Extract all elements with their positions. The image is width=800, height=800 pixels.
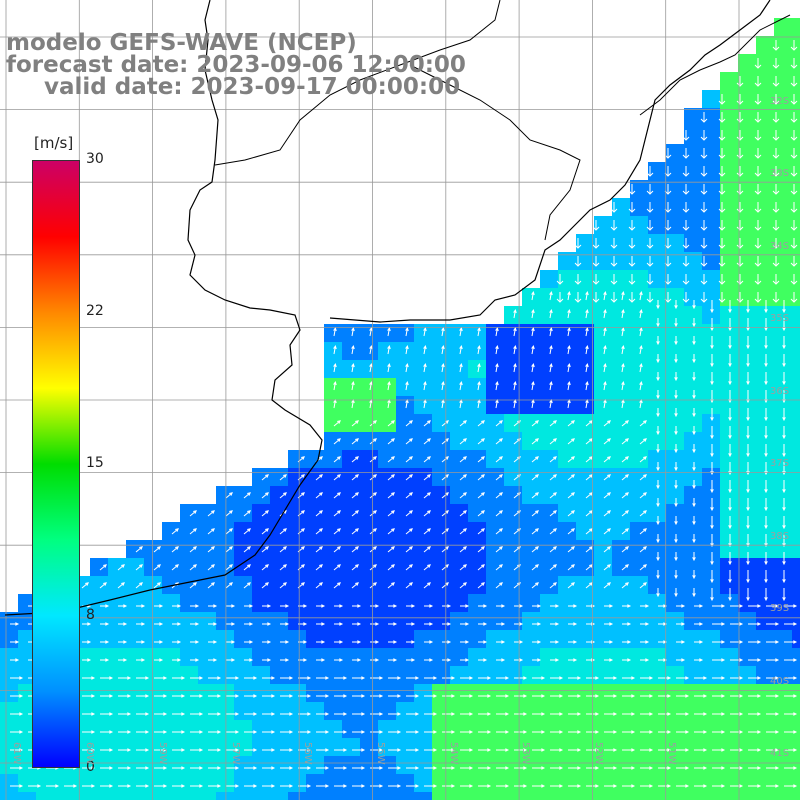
lon-label: 56W: [302, 742, 313, 765]
lat-label: 37S: [770, 458, 790, 469]
lon-label: 61W: [11, 742, 22, 765]
lat-label: 36S: [770, 386, 790, 397]
lon-label: 59W: [157, 742, 168, 765]
model-title: modelo GEFS-WAVE (NCEP): [6, 30, 357, 56]
lon-label: 52W: [593, 742, 604, 765]
lat-label: 35S: [770, 313, 790, 324]
lat-label: 38S: [770, 531, 790, 542]
forecast-date: forecast date: 2023-09-06 12:00:00: [6, 52, 466, 78]
lon-label: 55W: [375, 742, 386, 765]
lat-label: 32S: [770, 96, 790, 107]
coastline-north: [329, 0, 771, 323]
colorbar-tick-15: 15: [86, 455, 104, 471]
lagoon-outline: [214, 0, 581, 241]
colorbar-gradient: [32, 160, 80, 768]
colorbar-tick-22: 22: [86, 303, 104, 319]
lon-label: 51W: [666, 742, 677, 765]
valid-date: valid date: 2023-09-17 00:00:00: [44, 74, 461, 100]
lat-label: 34S: [770, 241, 790, 252]
lon-label: 57W: [230, 742, 241, 765]
colorbar-tick-0: 0: [86, 759, 95, 775]
coastline: [4, 0, 323, 616]
colorbar-tick-8: 8: [86, 607, 95, 623]
colorbar-tick-30: 30: [86, 151, 104, 167]
lat-label: 40S: [770, 676, 790, 687]
lat-label: 39S: [770, 603, 790, 614]
colorbar-unit: [m/s]: [34, 134, 74, 152]
bay-outline: [639, 14, 791, 116]
lon-label: 54W: [448, 742, 459, 765]
lat-label: 41S: [770, 748, 790, 759]
lat-label: 33S: [770, 168, 790, 179]
wind-vector-arrows: [10, 40, 798, 788]
lon-label: 53W: [520, 742, 531, 765]
lon-label: 60W: [84, 742, 95, 765]
